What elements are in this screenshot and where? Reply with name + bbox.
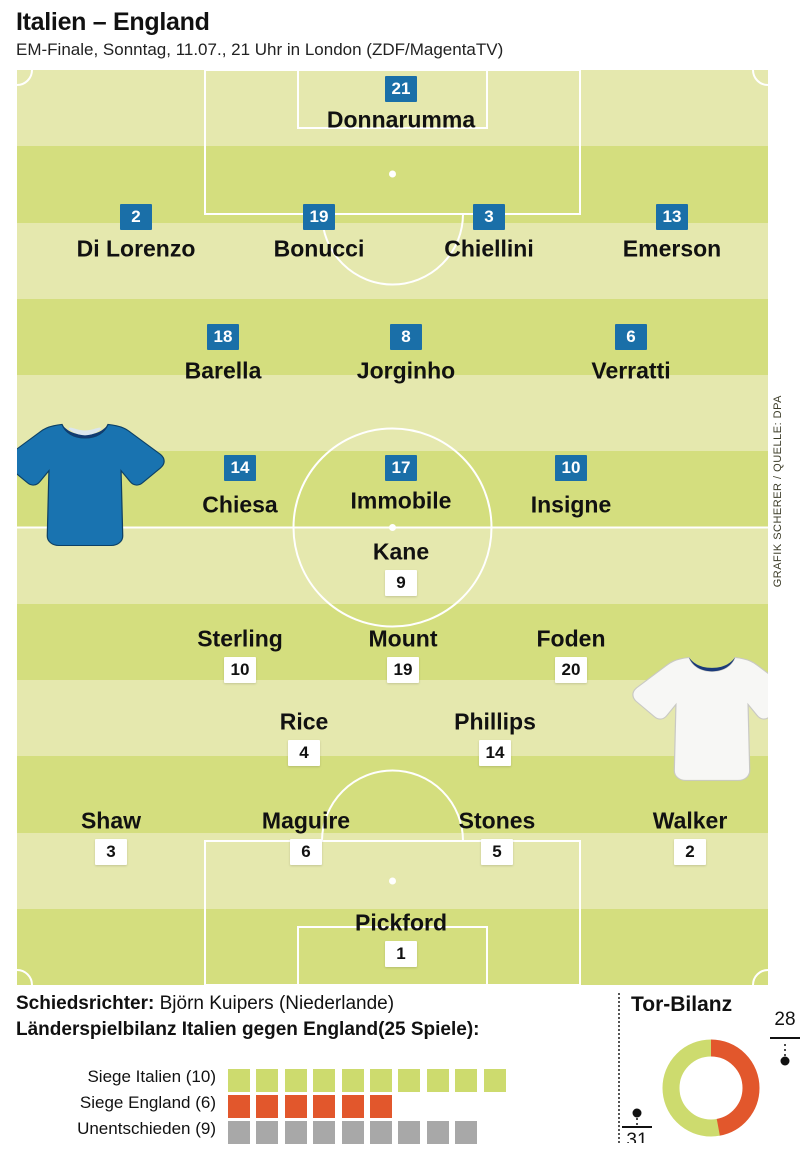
svg-text:31: 31 (626, 1130, 647, 1143)
svg-text:28: 28 (774, 1009, 795, 1030)
